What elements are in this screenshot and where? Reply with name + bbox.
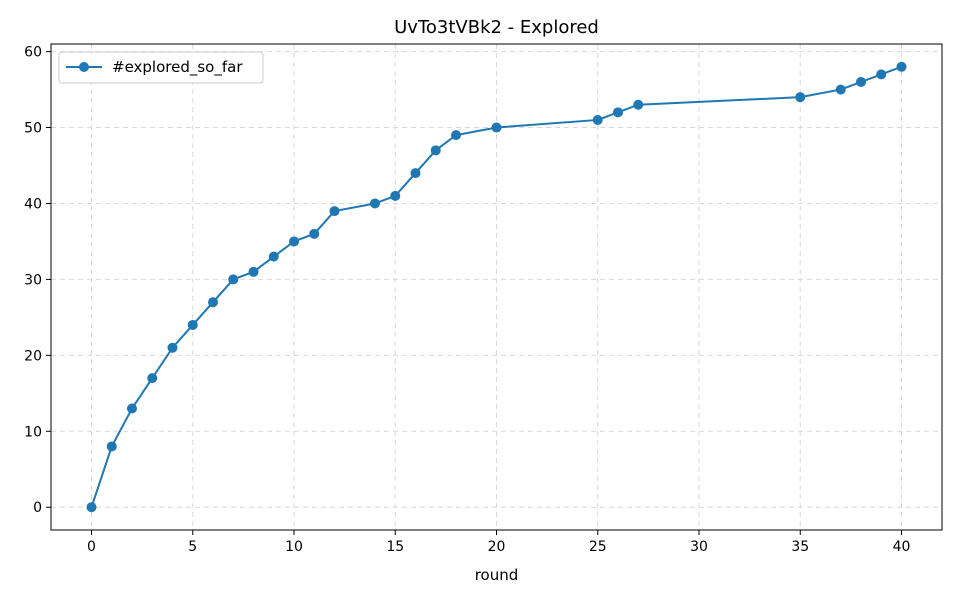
legend: #explored_so_far bbox=[58, 51, 264, 84]
data-point bbox=[795, 92, 806, 103]
data-point bbox=[451, 130, 461, 141]
x-tick-label: 15 bbox=[386, 539, 404, 555]
data-point bbox=[167, 342, 178, 353]
legend-label: #explored_so_far bbox=[112, 58, 243, 77]
x-tick-label: 35 bbox=[791, 539, 809, 555]
data-point bbox=[248, 266, 259, 277]
y-tick-label: 40 bbox=[24, 196, 42, 212]
data-point bbox=[268, 251, 279, 262]
x-axis-title: round bbox=[475, 566, 519, 584]
data-point bbox=[370, 198, 380, 209]
x-tick-label: 20 bbox=[488, 539, 506, 555]
data-point bbox=[289, 236, 299, 247]
legend-marker-swatch bbox=[79, 62, 89, 72]
data-point bbox=[835, 84, 846, 95]
data-point bbox=[390, 190, 401, 201]
x-tick-label: 40 bbox=[893, 539, 911, 555]
data-point bbox=[876, 69, 887, 80]
data-point bbox=[592, 114, 603, 125]
x-tick-label: 30 bbox=[690, 539, 708, 555]
data-point bbox=[896, 61, 907, 72]
x-tick-label: 5 bbox=[188, 539, 197, 555]
y-tick-label: 0 bbox=[33, 500, 42, 516]
data-point bbox=[187, 319, 198, 330]
series-layer bbox=[86, 61, 907, 513]
grid-lines bbox=[51, 44, 942, 530]
chart-title: UvTo3tVBk2 - Explored bbox=[394, 17, 599, 38]
data-point bbox=[329, 206, 340, 217]
data-point bbox=[856, 76, 866, 87]
x-tick-label: 25 bbox=[589, 539, 607, 555]
y-tick-label: 30 bbox=[24, 272, 42, 288]
y-tick-label: 50 bbox=[24, 121, 42, 137]
y-tick-label: 60 bbox=[24, 45, 42, 61]
data-point bbox=[309, 228, 320, 239]
axis-ticks: 0 5 10 15 20 25 30 35 40 0 10 20 30 40 50 60 bbox=[24, 45, 910, 555]
data-point bbox=[613, 107, 623, 118]
data-point bbox=[208, 297, 218, 308]
data-point bbox=[127, 403, 137, 414]
data-point bbox=[410, 168, 421, 179]
data-point bbox=[106, 441, 117, 452]
y-tick-label: 10 bbox=[24, 424, 42, 440]
data-point bbox=[633, 99, 644, 110]
x-tick-label: 0 bbox=[87, 539, 96, 555]
y-tick-label: 20 bbox=[24, 348, 42, 364]
x-tick-label: 10 bbox=[285, 539, 303, 555]
legend-box bbox=[58, 51, 264, 84]
data-point bbox=[147, 373, 158, 384]
data-point bbox=[86, 502, 97, 513]
data-point bbox=[491, 122, 502, 133]
data-point bbox=[430, 145, 441, 156]
data-point bbox=[228, 274, 239, 285]
